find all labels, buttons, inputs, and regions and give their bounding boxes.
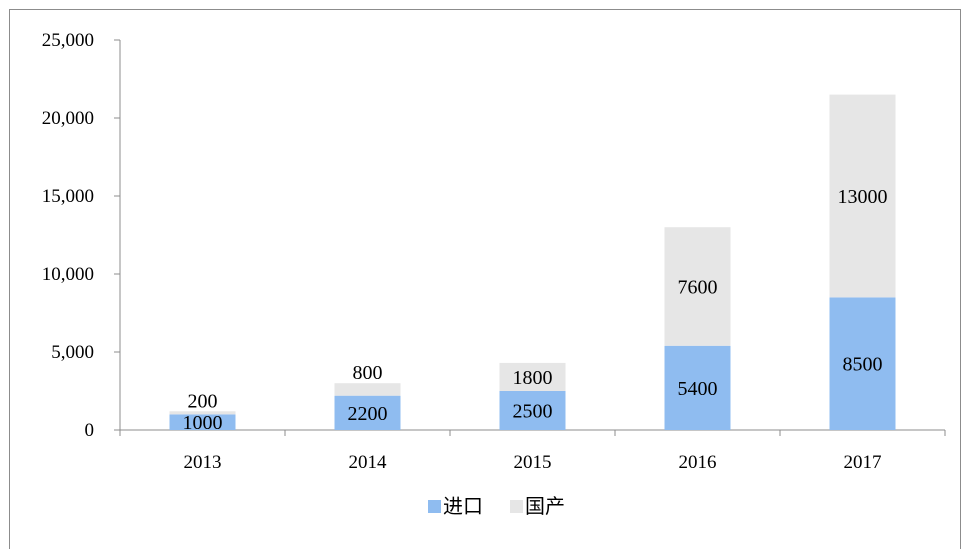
x-tick-label: 2016	[679, 452, 717, 473]
y-tick-label: 5,000	[51, 342, 94, 363]
legend-swatch	[510, 500, 523, 513]
bar-import-2015	[499, 391, 566, 430]
y-tick-label: 0	[85, 420, 95, 441]
data-label: 1000	[183, 412, 223, 434]
legend-swatch	[428, 500, 441, 513]
x-tick-label: 2017	[844, 452, 882, 473]
bar-import-2017	[829, 297, 896, 430]
bar-import-2016	[664, 345, 731, 430]
chart-frame	[9, 9, 961, 549]
x-tick-label: 2015	[514, 452, 552, 473]
bar-domestic-2015	[499, 362, 566, 391]
y-axis: 0 5,000 10,000 15,000 20,000 25,000	[42, 30, 121, 441]
y-tick-label: 10,000	[42, 264, 94, 285]
legend-label: 进口	[443, 495, 483, 518]
data-label: 8500	[843, 354, 883, 376]
data-label: 2200	[348, 403, 388, 425]
x-axis: 2013 2014 2015 2016 2017	[119, 429, 946, 473]
bar-domestic-2016	[664, 227, 731, 346]
data-label: 200	[188, 390, 218, 412]
y-tick-label: 25,000	[42, 30, 94, 51]
x-tick-label: 2014	[349, 452, 388, 473]
data-label: 5400	[678, 378, 718, 400]
y-tick-label: 20,000	[42, 108, 94, 129]
data-label: 1800	[513, 367, 553, 389]
bar-domestic-2017	[829, 94, 896, 298]
bar-import-2013	[169, 414, 236, 430]
y-tick-label: 15,000	[42, 186, 94, 207]
data-label: 7600	[678, 276, 718, 298]
bar-domestic-2013	[169, 411, 236, 415]
x-tick-label: 2013	[184, 452, 222, 473]
bar-import-2014	[334, 395, 401, 430]
data-label: 13000	[838, 186, 888, 208]
data-label: 2500	[513, 401, 553, 423]
bars	[169, 94, 896, 430]
bar-domestic-2014	[334, 383, 401, 396]
data-label: 800	[353, 362, 383, 384]
legend-label: 国产	[525, 495, 565, 518]
legend: 进口 国产	[428, 495, 565, 518]
